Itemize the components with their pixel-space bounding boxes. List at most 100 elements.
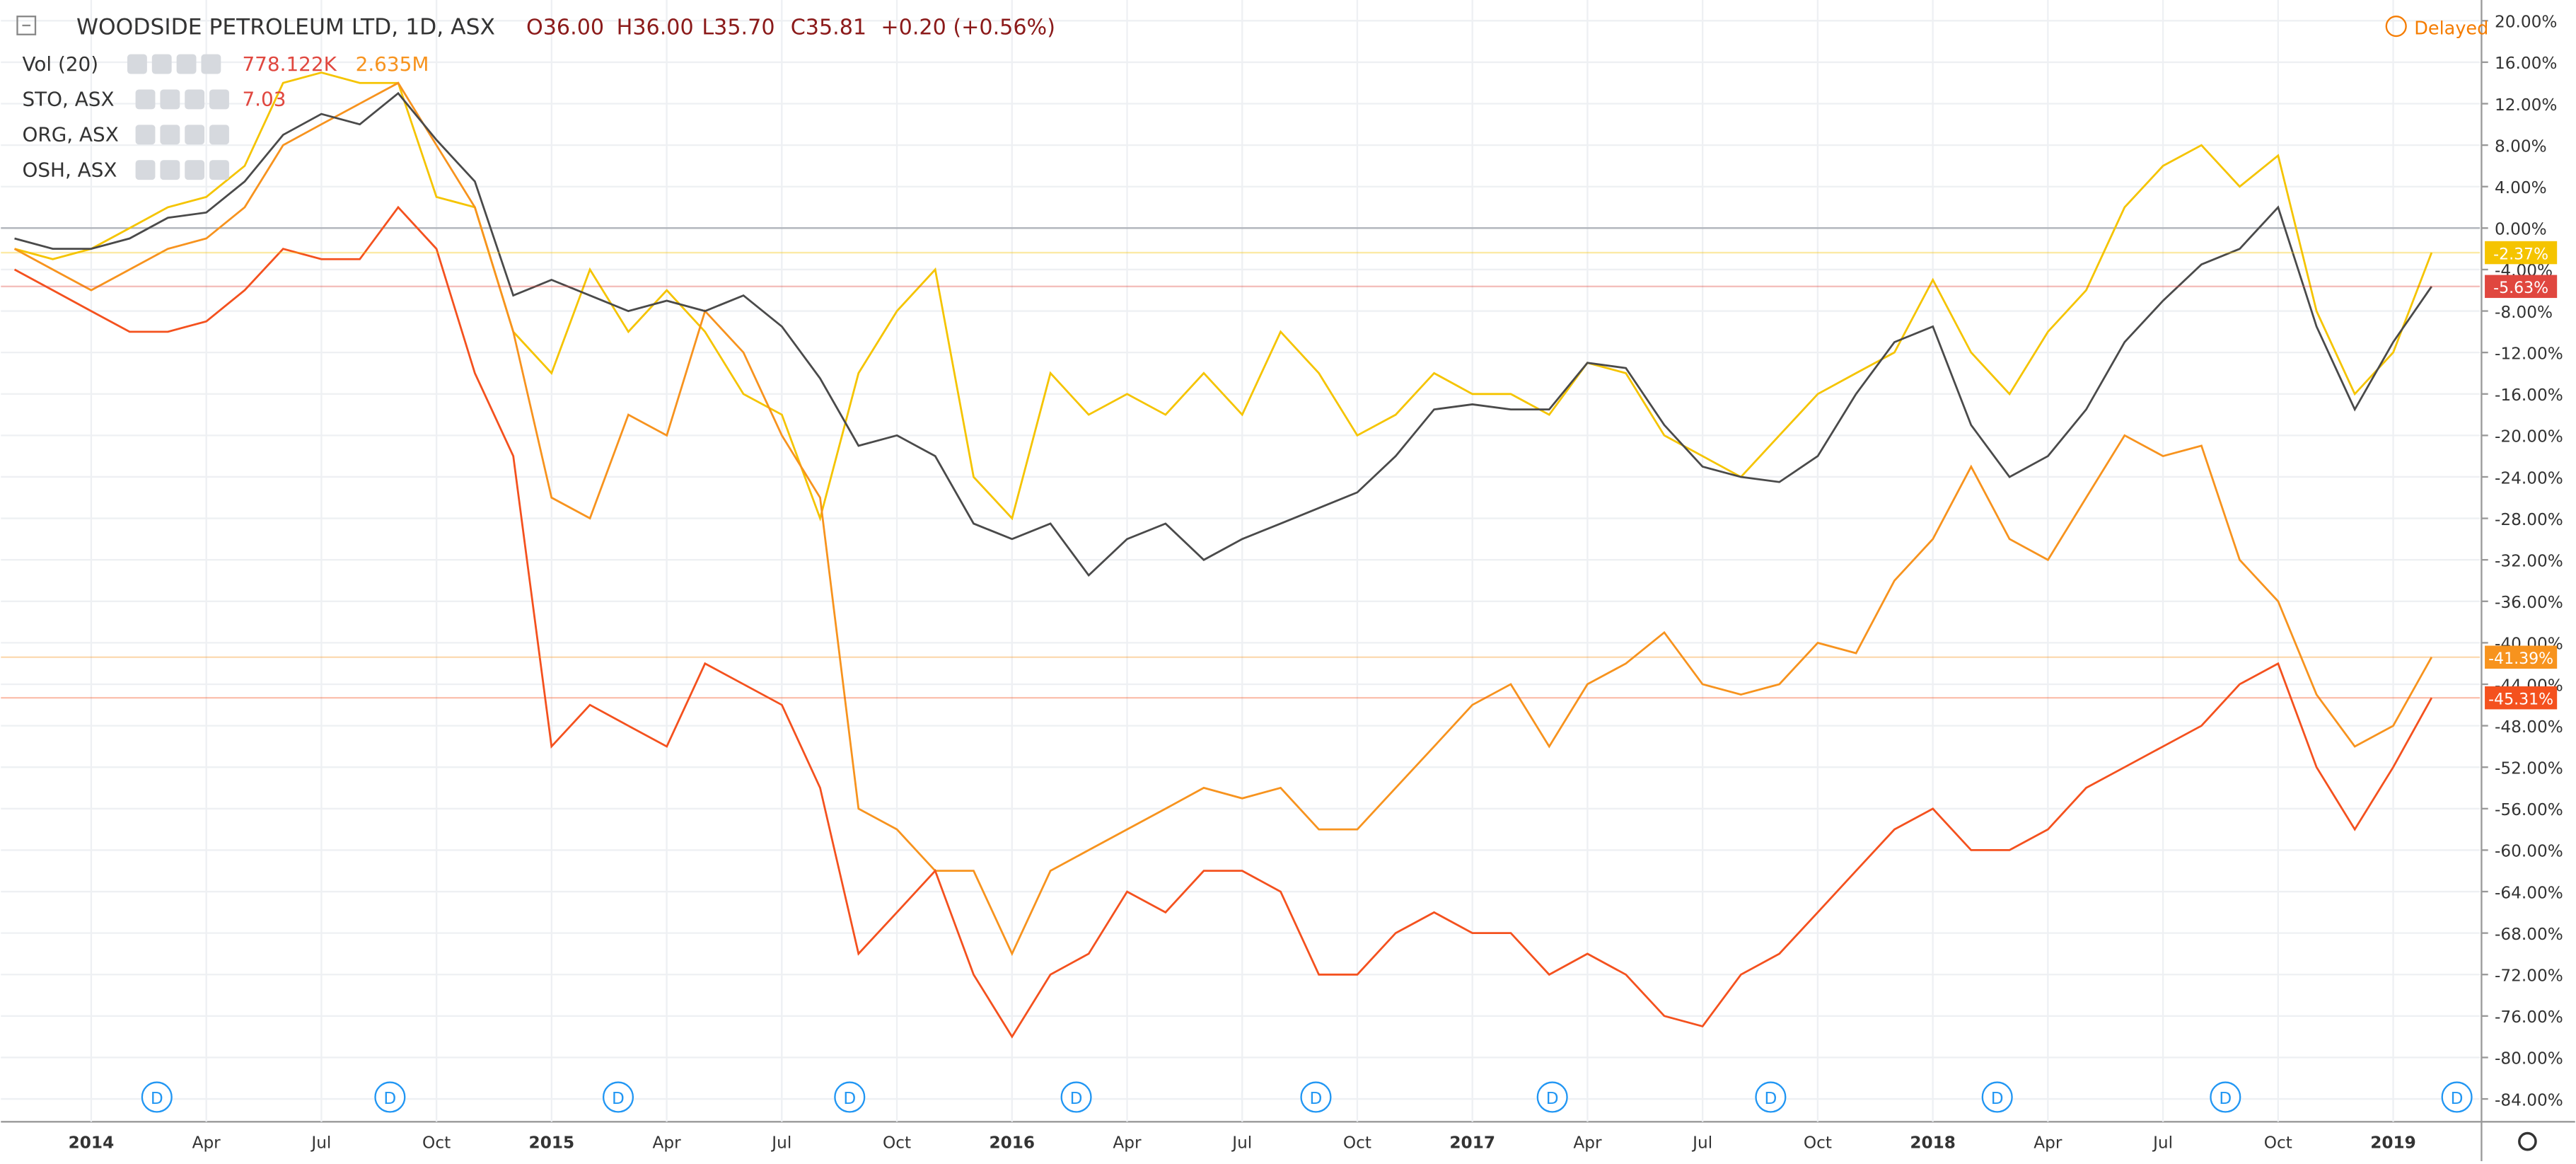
y-tick-label: -8.00% bbox=[2495, 303, 2553, 322]
dividend-marker[interactable] bbox=[1300, 1081, 1332, 1113]
indicator-button bbox=[160, 89, 180, 110]
y-tick-label: -72.00% bbox=[2495, 967, 2563, 986]
indicator-button bbox=[127, 54, 147, 74]
y-tick-label: -24.00% bbox=[2495, 468, 2563, 488]
indicator-button bbox=[201, 54, 221, 74]
dividend-marker[interactable] bbox=[2441, 1081, 2473, 1113]
dividend-label: D bbox=[1310, 1089, 1323, 1108]
last-value-box bbox=[2485, 645, 2558, 669]
indicator-value: 2.635M bbox=[356, 52, 429, 76]
x-tick-label: 2019 bbox=[2370, 1133, 2416, 1152]
y-tick-label: 16.00% bbox=[2495, 54, 2557, 73]
y-tick-label: 4.00% bbox=[2495, 178, 2547, 197]
y-tick-label: -80.00% bbox=[2495, 1049, 2563, 1068]
overlay: WOODSIDE PETROLEUM LTD, 1D, ASX O36.00 H… bbox=[1, 15, 2558, 1151]
last-value-label: -5.63% bbox=[2493, 280, 2548, 297]
last-value-box bbox=[2485, 275, 2558, 299]
ohlc-low: L35.70 bbox=[702, 16, 774, 40]
series-line bbox=[13, 205, 2433, 1039]
last-value-box bbox=[2485, 686, 2558, 710]
dividend-marker[interactable] bbox=[141, 1081, 173, 1113]
y-tick-label: 8.00% bbox=[2495, 137, 2547, 156]
settings-icon[interactable] bbox=[2518, 1131, 2537, 1151]
x-tick-label: 2018 bbox=[1910, 1133, 1956, 1152]
y-tick-label: 20.00% bbox=[2495, 13, 2557, 32]
x-tick-label: Jul bbox=[770, 1133, 791, 1152]
dividend-marker[interactable] bbox=[2210, 1081, 2241, 1113]
x-tick-label: 2016 bbox=[989, 1133, 1035, 1152]
indicator-button bbox=[151, 54, 172, 74]
y-tick-label: -76.00% bbox=[2495, 1008, 2563, 1027]
dividend-label: D bbox=[2451, 1089, 2464, 1108]
dividend-marker[interactable] bbox=[1536, 1081, 1568, 1113]
indicator-button bbox=[185, 160, 205, 180]
y-tick-label: -48.00% bbox=[2495, 718, 2563, 737]
x-tick-label: Apr bbox=[1113, 1133, 1142, 1152]
y-tick-label: -64.00% bbox=[2495, 883, 2563, 902]
ohlc-high: H36.00 bbox=[617, 16, 694, 40]
x-tick-label: Oct bbox=[1804, 1133, 1832, 1152]
dividend-label: D bbox=[1991, 1089, 2004, 1108]
ohlc-change: +0.20 (+0.56%) bbox=[881, 16, 1055, 40]
y-tick-label: 12.00% bbox=[2495, 96, 2557, 115]
dividend-marker[interactable] bbox=[1060, 1081, 1092, 1113]
indicator-name[interactable]: STO, ASX bbox=[22, 88, 114, 111]
y-tick-label: -28.00% bbox=[2495, 510, 2563, 529]
dividend-label: D bbox=[2219, 1089, 2232, 1108]
dividend-label: D bbox=[1546, 1089, 1559, 1108]
y-tick-label: -60.00% bbox=[2495, 842, 2563, 861]
collapse-button[interactable] bbox=[16, 16, 37, 35]
indicator-button bbox=[160, 160, 180, 180]
y-tick-label: -84.00% bbox=[2495, 1090, 2563, 1110]
series-line bbox=[13, 81, 2433, 957]
last-value-box bbox=[2485, 241, 2558, 265]
ohlc-open: O36.00 bbox=[526, 16, 604, 40]
symbol-title[interactable]: WOODSIDE PETROLEUM LTD, 1D, ASX bbox=[76, 15, 495, 40]
x-tick-label: 2017 bbox=[1449, 1133, 1495, 1152]
indicator-button bbox=[209, 89, 229, 110]
indicator-button bbox=[209, 160, 229, 180]
indicator-button bbox=[185, 125, 205, 145]
x-tick-label: Jul bbox=[310, 1133, 331, 1152]
series-line bbox=[14, 91, 2433, 577]
x-tick-label: Oct bbox=[422, 1133, 451, 1152]
ohlc-close: C35.81 bbox=[791, 16, 866, 40]
y-tick-label: -68.00% bbox=[2495, 925, 2563, 944]
x-tick-label: Jul bbox=[1231, 1133, 1252, 1152]
y-tick-label: -12.00% bbox=[2495, 344, 2563, 363]
delayed-label[interactable]: Delayed bbox=[2414, 18, 2488, 40]
last-value-label: -2.37% bbox=[2493, 246, 2548, 263]
series-line bbox=[14, 71, 2433, 522]
x-tick-label: Apr bbox=[192, 1133, 221, 1152]
dividend-label: D bbox=[383, 1089, 396, 1108]
plot bbox=[13, 71, 2433, 1039]
dividend-label: D bbox=[843, 1089, 856, 1108]
indicator-name[interactable]: Vol (20) bbox=[22, 52, 98, 76]
indicator-button bbox=[135, 160, 156, 180]
indicator-name[interactable]: OSH, ASX bbox=[22, 159, 117, 182]
dividend-marker[interactable] bbox=[374, 1081, 406, 1113]
x-tick-label: Apr bbox=[2033, 1133, 2062, 1152]
x-tick-label: Jul bbox=[2152, 1133, 2173, 1152]
indicator-button bbox=[135, 125, 156, 145]
dividend-marker[interactable] bbox=[1755, 1081, 1787, 1113]
y-tick-label: -32.00% bbox=[2495, 551, 2563, 570]
indicator-value: 7.03 bbox=[242, 88, 286, 111]
x-tick-label: Oct bbox=[883, 1133, 911, 1152]
dividend-label: D bbox=[1070, 1089, 1083, 1108]
indicator-value: 778.122K bbox=[242, 52, 337, 76]
dividend-marker[interactable] bbox=[834, 1081, 866, 1113]
indicator-button bbox=[160, 125, 180, 145]
x-tick-label: Apr bbox=[1573, 1133, 1602, 1152]
y-tick-label: -36.00% bbox=[2495, 593, 2563, 612]
last-value-label: -45.31% bbox=[2488, 691, 2553, 708]
indicator-button bbox=[176, 54, 197, 74]
indicator-button bbox=[209, 125, 229, 145]
x-tick-label: 2015 bbox=[529, 1133, 575, 1152]
dividend-marker[interactable] bbox=[602, 1081, 634, 1113]
x-tick-label: Oct bbox=[2264, 1133, 2292, 1152]
indicator-name[interactable]: ORG, ASX bbox=[22, 123, 118, 146]
dividend-marker[interactable] bbox=[1981, 1081, 2013, 1113]
